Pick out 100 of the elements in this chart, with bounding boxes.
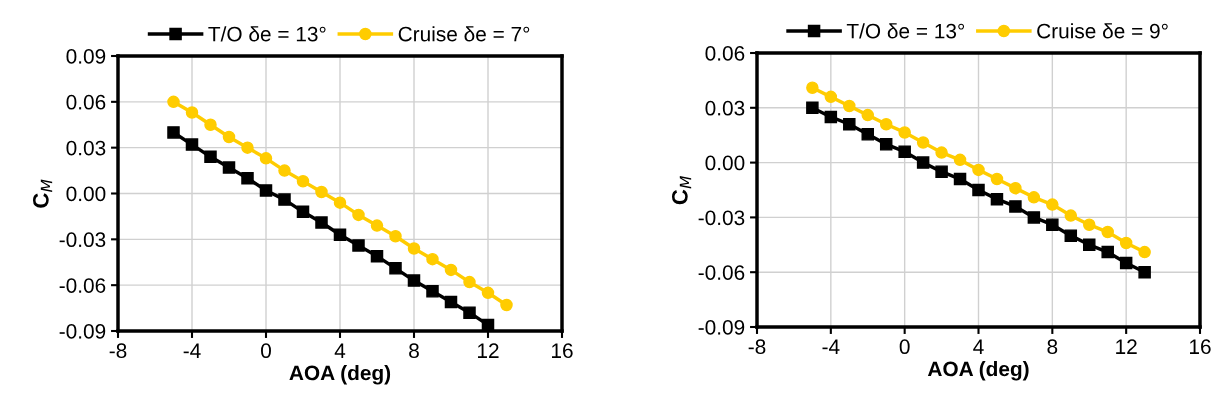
- point: [898, 126, 911, 139]
- point: [916, 156, 930, 169]
- y-axis-title: C$_{M}$: [32, 179, 53, 208]
- y-axis-title: C$_{M}$: [671, 175, 692, 205]
- y-tick-label: -0.06: [698, 265, 745, 280]
- point: [352, 208, 365, 222]
- y-tick-label: -0.09: [698, 320, 745, 335]
- point: [407, 242, 421, 255]
- point: [222, 130, 236, 144]
- point: [990, 172, 1004, 186]
- point: [241, 171, 254, 185]
- legend-label: Cruise δe = 9°: [1037, 23, 1168, 39]
- point: [315, 185, 328, 199]
- point: [222, 161, 236, 174]
- y-tick-label: -0.03: [59, 232, 106, 248]
- point: [463, 275, 476, 289]
- point: [861, 108, 875, 122]
- point: [333, 228, 347, 242]
- y-tick-label: 0.09: [66, 49, 106, 64]
- point: [1027, 191, 1041, 204]
- x-tick-label: 8: [409, 343, 419, 359]
- x-tick-label: 16: [1190, 339, 1211, 355]
- point: [333, 196, 347, 209]
- y-tick-label: -0.03: [698, 210, 745, 226]
- point: [935, 146, 948, 159]
- point: [463, 306, 476, 319]
- point: [444, 295, 458, 309]
- point: [1119, 256, 1133, 270]
- point: [1064, 209, 1078, 222]
- point: [296, 175, 310, 188]
- x-tick-label: 8: [1047, 339, 1058, 355]
- point: [861, 128, 875, 141]
- point: [1082, 238, 1096, 252]
- x-axis-title: AOA (deg): [927, 361, 1029, 381]
- point: [1119, 236, 1133, 250]
- point: [1138, 265, 1151, 279]
- point: [185, 106, 199, 119]
- point: [879, 138, 893, 151]
- y-tick-label: 0.00: [66, 186, 106, 202]
- point: [278, 164, 291, 177]
- point: [204, 150, 217, 164]
- x-tick-label: -4: [822, 339, 840, 354]
- point: [352, 239, 365, 252]
- point: [315, 216, 328, 229]
- x-tick-label: -4: [183, 343, 201, 358]
- point: [500, 298, 513, 312]
- point: [990, 192, 1004, 206]
- point: [370, 249, 384, 263]
- point: [481, 286, 495, 300]
- point: [916, 136, 930, 149]
- legend-label: Cruise δe = 7°: [398, 26, 530, 42]
- point: [806, 101, 819, 115]
- y-tick-label: -0.09: [59, 324, 106, 339]
- point: [935, 165, 948, 178]
- point: [1046, 218, 1059, 231]
- y-tick-label: 0.00: [705, 155, 745, 171]
- point: [426, 285, 439, 298]
- point: [1009, 200, 1022, 213]
- point: [167, 95, 180, 109]
- point: [824, 90, 838, 104]
- x-tick-label: 4: [973, 339, 984, 354]
- x-tick-label: 4: [334, 343, 346, 358]
- point: [259, 184, 273, 197]
- x-tick-label: 0: [261, 343, 271, 359]
- point: [389, 262, 402, 275]
- point: [1101, 245, 1114, 259]
- point: [879, 117, 893, 131]
- point: [1101, 225, 1114, 239]
- point: [953, 153, 967, 167]
- y-tick-label: 0.03: [705, 100, 745, 116]
- x-tick-label: 12: [1116, 339, 1137, 354]
- point: [1027, 211, 1041, 224]
- point: [898, 145, 911, 158]
- y-tick-label: -0.06: [59, 278, 106, 293]
- y-tick-label: 0.06: [705, 46, 745, 61]
- x-axis-title: AOA (deg): [289, 365, 391, 385]
- x-tick-label: 12: [478, 343, 499, 358]
- point: [296, 205, 310, 219]
- point: [407, 274, 421, 287]
- point: [972, 183, 985, 197]
- point: [185, 138, 199, 151]
- legend-label: T/O δe = 13°: [208, 26, 326, 42]
- point: [426, 252, 439, 266]
- point: [843, 99, 856, 113]
- point: [370, 219, 384, 232]
- point: [1046, 198, 1059, 211]
- point: [389, 230, 402, 243]
- point: [1064, 229, 1078, 242]
- legend-label: T/O δe = 13°: [846, 23, 965, 39]
- point: [1138, 245, 1151, 259]
- y-tick-label: 0.03: [66, 140, 106, 156]
- point: [444, 263, 458, 277]
- point: [1009, 181, 1022, 195]
- point: [806, 81, 819, 94]
- y-tick-label: 0.06: [66, 94, 106, 110]
- point: [204, 118, 217, 132]
- point: [241, 141, 254, 154]
- point: [259, 152, 273, 165]
- point: [843, 117, 856, 131]
- point: [824, 110, 838, 124]
